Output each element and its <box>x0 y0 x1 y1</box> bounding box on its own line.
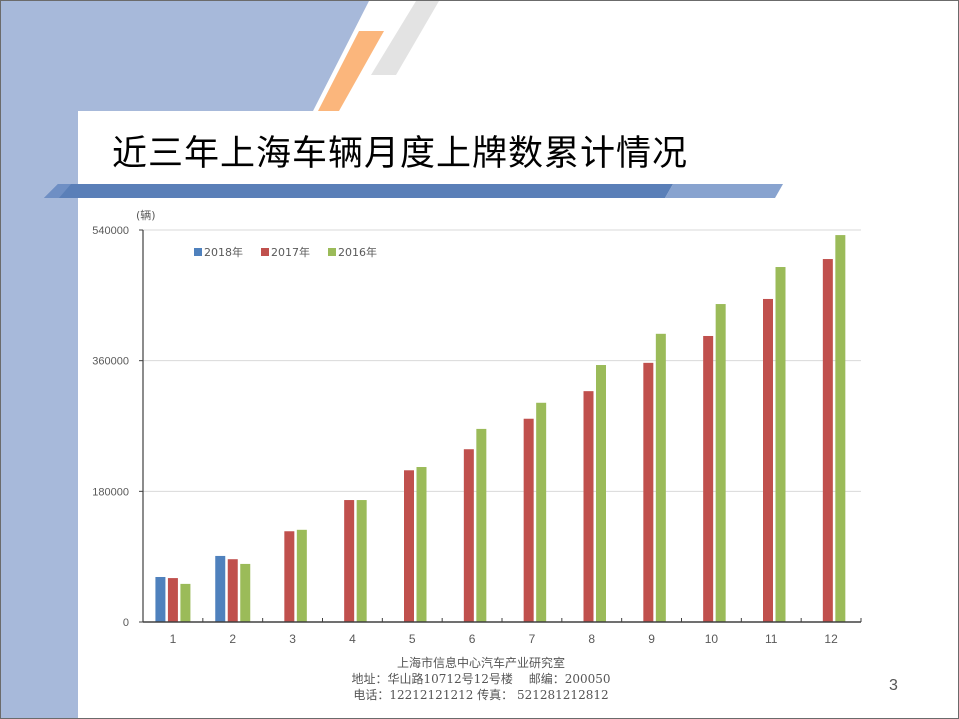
x-tick-label: 9 <box>648 632 655 646</box>
x-tick-label: 5 <box>409 632 416 646</box>
bar-2016年-4 <box>356 500 367 622</box>
bar-2017年-8 <box>583 391 594 622</box>
gray-stripe <box>371 1 439 75</box>
bar-2017年-7 <box>523 418 534 622</box>
bar-2017年-12 <box>822 259 833 622</box>
bar-2018年-2 <box>215 555 226 622</box>
legend-swatch <box>261 248 269 256</box>
bar-2016年-5 <box>416 467 427 622</box>
footer: 上海市信息中心汽车产业研究室 地址：华山路10712号12号楼 邮编：20005… <box>331 655 631 703</box>
x-tick-label: 4 <box>349 632 356 646</box>
legend-swatch <box>194 248 202 256</box>
footer-phone: 电话：12212121212 传真： 521281212812 <box>353 688 609 702</box>
y-axis-unit-label: (辆) <box>136 208 156 222</box>
y-tick-label: 540000 <box>92 225 129 237</box>
x-tick-label: 11 <box>765 632 778 646</box>
bar-2018年-1 <box>155 576 166 622</box>
title-bar-light <box>665 184 783 198</box>
bar-2017年-10 <box>703 335 714 622</box>
legend-label: 2016年 <box>338 245 377 259</box>
x-tick-label: 8 <box>588 632 595 646</box>
bar-2016年-9 <box>655 333 666 622</box>
title-bar-left-tip <box>44 184 71 198</box>
bar-2016年-12 <box>835 235 846 622</box>
title-bar-dark <box>44 184 673 198</box>
footer-address: 地址：华山路10712号12号楼 邮编：200050 <box>351 672 611 686</box>
x-tick-label: 7 <box>529 632 536 646</box>
bar-2017年-11 <box>763 298 773 622</box>
bar-2016年-8 <box>596 365 606 622</box>
slide-title: 近三年上海车辆月度上牌数累计情况 <box>112 134 689 174</box>
y-tick-label: 180000 <box>92 486 129 498</box>
bar-2017年-4 <box>344 500 355 622</box>
bar-2016年-11 <box>775 267 786 622</box>
bar-2017年-9 <box>643 362 654 622</box>
bar-2017年-2 <box>227 559 238 622</box>
x-tick-label: 1 <box>170 632 177 646</box>
x-tick-label: 2 <box>229 632 236 646</box>
orange-stripe <box>318 31 384 111</box>
bar-2016年-10 <box>715 304 726 622</box>
bar-2016年-3 <box>296 529 307 622</box>
page-number: 3 <box>889 677 898 694</box>
x-tick-label: 12 <box>824 632 838 646</box>
side-panel <box>1 1 369 718</box>
bar-2017年-3 <box>284 531 295 622</box>
bar-2016年-1 <box>180 583 191 622</box>
y-tick-label: 0 <box>123 617 129 629</box>
bars <box>155 235 846 622</box>
y-tick-label: 360000 <box>92 356 129 368</box>
x-tick-label: 10 <box>705 632 719 646</box>
legend: 2018年 2017年 2016年 <box>194 245 377 259</box>
bar-2017年-6 <box>463 449 474 622</box>
legend-label: 2018年 <box>204 245 243 259</box>
legend-swatch <box>328 248 336 256</box>
bar-2016年-6 <box>476 428 487 622</box>
footer-org: 上海市信息中心汽车产业研究室 <box>396 656 565 670</box>
bar-2017年-5 <box>404 470 414 622</box>
x-tick-label: 3 <box>289 632 296 646</box>
bar-2016年-7 <box>536 402 547 622</box>
legend-label: 2017年 <box>271 245 310 259</box>
bar-2017年-1 <box>167 578 178 622</box>
x-tick-label: 6 <box>469 632 476 646</box>
bar-2016年-2 <box>240 563 251 622</box>
gridlines <box>143 229 861 492</box>
